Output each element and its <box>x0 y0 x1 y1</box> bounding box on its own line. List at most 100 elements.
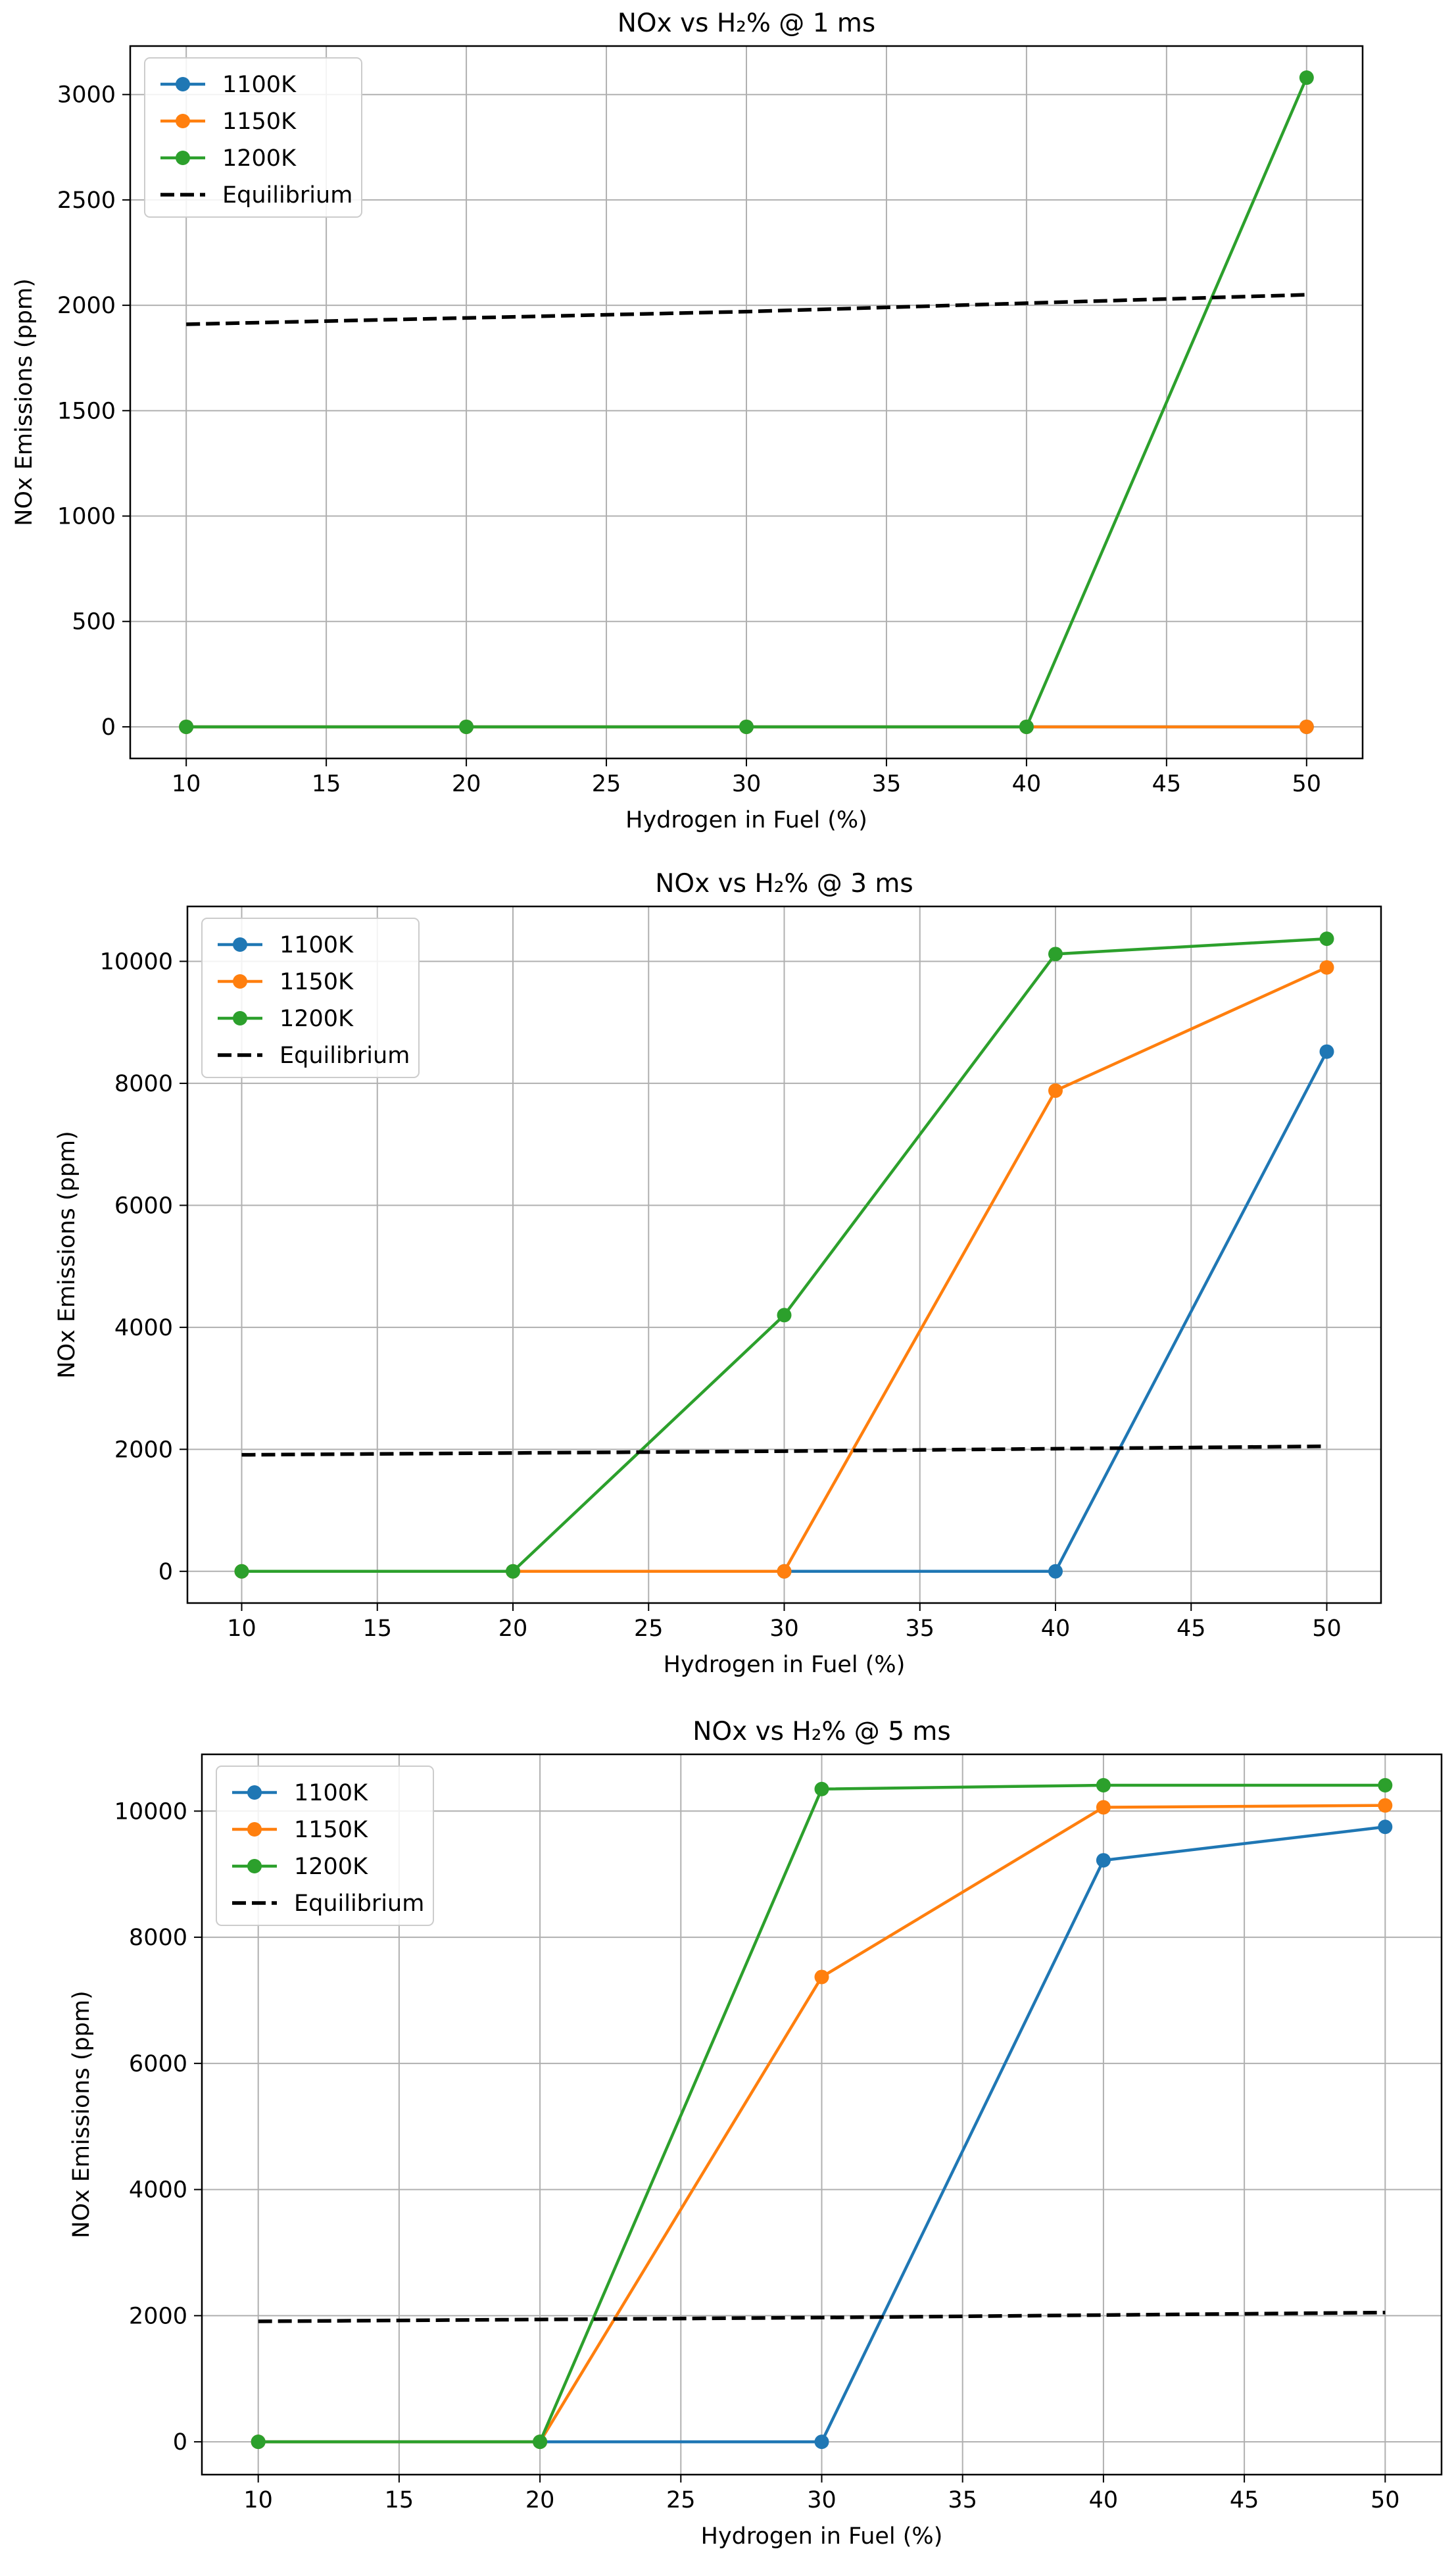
x-tick-label: 30 <box>807 2487 837 2513</box>
x-tick-label: 15 <box>362 1616 392 1642</box>
data-point-1200k <box>777 1308 792 1323</box>
chart-title: NOx vs H₂% @ 1 ms <box>618 9 875 38</box>
y-tick-label: 10000 <box>114 1798 187 1825</box>
x-tick-label: 30 <box>732 771 762 797</box>
x-axis-label: Hydrogen in Fuel (%) <box>701 2523 943 2550</box>
legend-label-equilibrium: Equilibrium <box>222 182 352 209</box>
x-tick-label: 50 <box>1292 771 1322 797</box>
legend-marker-1100k <box>247 1785 262 1800</box>
data-point-1200k <box>459 719 474 734</box>
data-point-1200k <box>533 2434 548 2450</box>
legend-box <box>216 1766 434 1926</box>
x-tick-label: 30 <box>769 1616 799 1642</box>
data-point-1200k <box>1378 1777 1393 1792</box>
x-tick-label: 40 <box>1012 771 1042 797</box>
legend-marker-1150k <box>233 974 247 989</box>
y-axis-label: NOx Emissions (ppm) <box>11 278 37 526</box>
data-point-1200k <box>1048 947 1063 962</box>
legend-label-1200k: 1200K <box>279 1006 354 1032</box>
y-tick-label: 8000 <box>114 1071 173 1097</box>
x-tick-label: 10 <box>243 2487 273 2513</box>
y-tick-label: 4000 <box>114 1315 173 1341</box>
legend-label-1100k: 1100K <box>279 932 354 958</box>
x-tick-label: 25 <box>634 1616 664 1642</box>
y-tick-label: 6000 <box>114 1193 173 1219</box>
legend-box <box>201 918 420 1078</box>
x-tick-label: 40 <box>1041 1616 1071 1642</box>
data-point-1200k <box>251 2434 266 2450</box>
x-tick-label: 35 <box>872 771 902 797</box>
x-tick-label: 50 <box>1312 1616 1342 1642</box>
y-axis-label: NOx Emissions (ppm) <box>54 1131 80 1379</box>
data-point-1100k <box>1048 1564 1063 1579</box>
x-tick-label: 45 <box>1177 1616 1206 1642</box>
y-tick-label: 2000 <box>57 293 116 319</box>
x-tick-label: 10 <box>227 1616 256 1642</box>
y-tick-label: 2000 <box>114 1437 173 1463</box>
legend-label-1200k: 1200K <box>222 145 297 172</box>
data-point-1200k <box>506 1564 520 1579</box>
data-point-1150k <box>1299 719 1314 734</box>
legend-marker-1200k <box>233 1011 247 1026</box>
y-tick-label: 500 <box>72 609 116 635</box>
x-tick-label: 45 <box>1152 771 1182 797</box>
y-tick-label: 2500 <box>57 187 116 214</box>
legend-marker-1200k <box>176 151 190 165</box>
chart-3: 10 15 20 25 30 35 40 45 50 0 2000 4000 6000 8000 10000… <box>68 1717 1443 2550</box>
chart-title: NOx vs H₂% @ 5 ms <box>692 1717 950 1746</box>
x-tick-label: 35 <box>948 2487 977 2513</box>
data-point-1200k <box>1319 931 1334 947</box>
data-point-1150k <box>1096 1800 1111 1815</box>
data-point-1200k <box>814 1781 829 1796</box>
data-point-1100k <box>1319 1044 1334 1059</box>
x-tick-label: 50 <box>1371 2487 1400 2513</box>
y-tick-label: 10000 <box>100 949 173 975</box>
x-tick-label: 20 <box>452 771 481 797</box>
x-tick-label: 25 <box>592 771 621 797</box>
legend-label-1100k: 1100K <box>294 1780 368 1806</box>
x-tick-label: 45 <box>1230 2487 1259 2513</box>
legend-label-1150k: 1150K <box>222 109 297 135</box>
data-point-1150k <box>1319 960 1334 975</box>
y-tick-label: 4000 <box>129 2177 187 2204</box>
data-point-1200k <box>234 1564 249 1579</box>
y-tick-label: 1000 <box>57 504 116 530</box>
legend-marker-1150k <box>176 114 190 128</box>
data-point-1150k <box>1378 1798 1393 1813</box>
data-point-1200k <box>179 719 194 734</box>
y-tick-label: 0 <box>158 1559 173 1585</box>
y-tick-label: 2000 <box>129 2303 187 2329</box>
legend-marker-1200k <box>247 1859 262 1873</box>
chart-1: 10 15 20 25 30 35 40 45 500500100015002000250030… <box>11 9 1364 833</box>
x-axis-label: Hydrogen in Fuel (%) <box>664 1652 906 1678</box>
x-tick-label: 25 <box>666 2487 696 2513</box>
y-tick-label: 1500 <box>57 398 116 424</box>
x-axis-label: Hydrogen in Fuel (%) <box>625 807 867 833</box>
x-tick-label: 15 <box>312 771 341 797</box>
legend-label-equilibrium: Equilibrium <box>294 1890 424 1917</box>
data-point-1150k <box>777 1564 792 1579</box>
y-axis-label: NOx Emissions (ppm) <box>68 1990 95 2238</box>
legend-label-1150k: 1150K <box>294 1817 368 1843</box>
legend-label-1200k: 1200K <box>294 1854 368 1880</box>
data-point-1100k <box>814 2434 829 2450</box>
x-tick-label: 35 <box>905 1616 934 1642</box>
x-tick-label: 20 <box>498 1616 528 1642</box>
data-point-1150k <box>1048 1083 1063 1099</box>
data-point-1200k <box>1019 719 1034 734</box>
x-tick-label: 10 <box>172 771 201 797</box>
data-point-1200k <box>1096 1777 1111 1792</box>
data-point-1200k <box>739 719 754 734</box>
y-tick-label: 3000 <box>57 82 116 109</box>
legend-label-1150k: 1150K <box>279 969 354 995</box>
series-line-equilibrium <box>241 1444 1327 1457</box>
data-point-1150k <box>814 1969 829 1985</box>
x-tick-label: 20 <box>525 2487 555 2513</box>
data-point-1100k <box>1096 1853 1111 1868</box>
y-tick-label: 8000 <box>129 1925 187 1951</box>
data-point-1200k <box>1299 70 1314 86</box>
data-point-1100k <box>1378 1819 1393 1835</box>
legend-label-1100k: 1100K <box>222 72 297 98</box>
y-tick-label: 0 <box>173 2429 187 2456</box>
